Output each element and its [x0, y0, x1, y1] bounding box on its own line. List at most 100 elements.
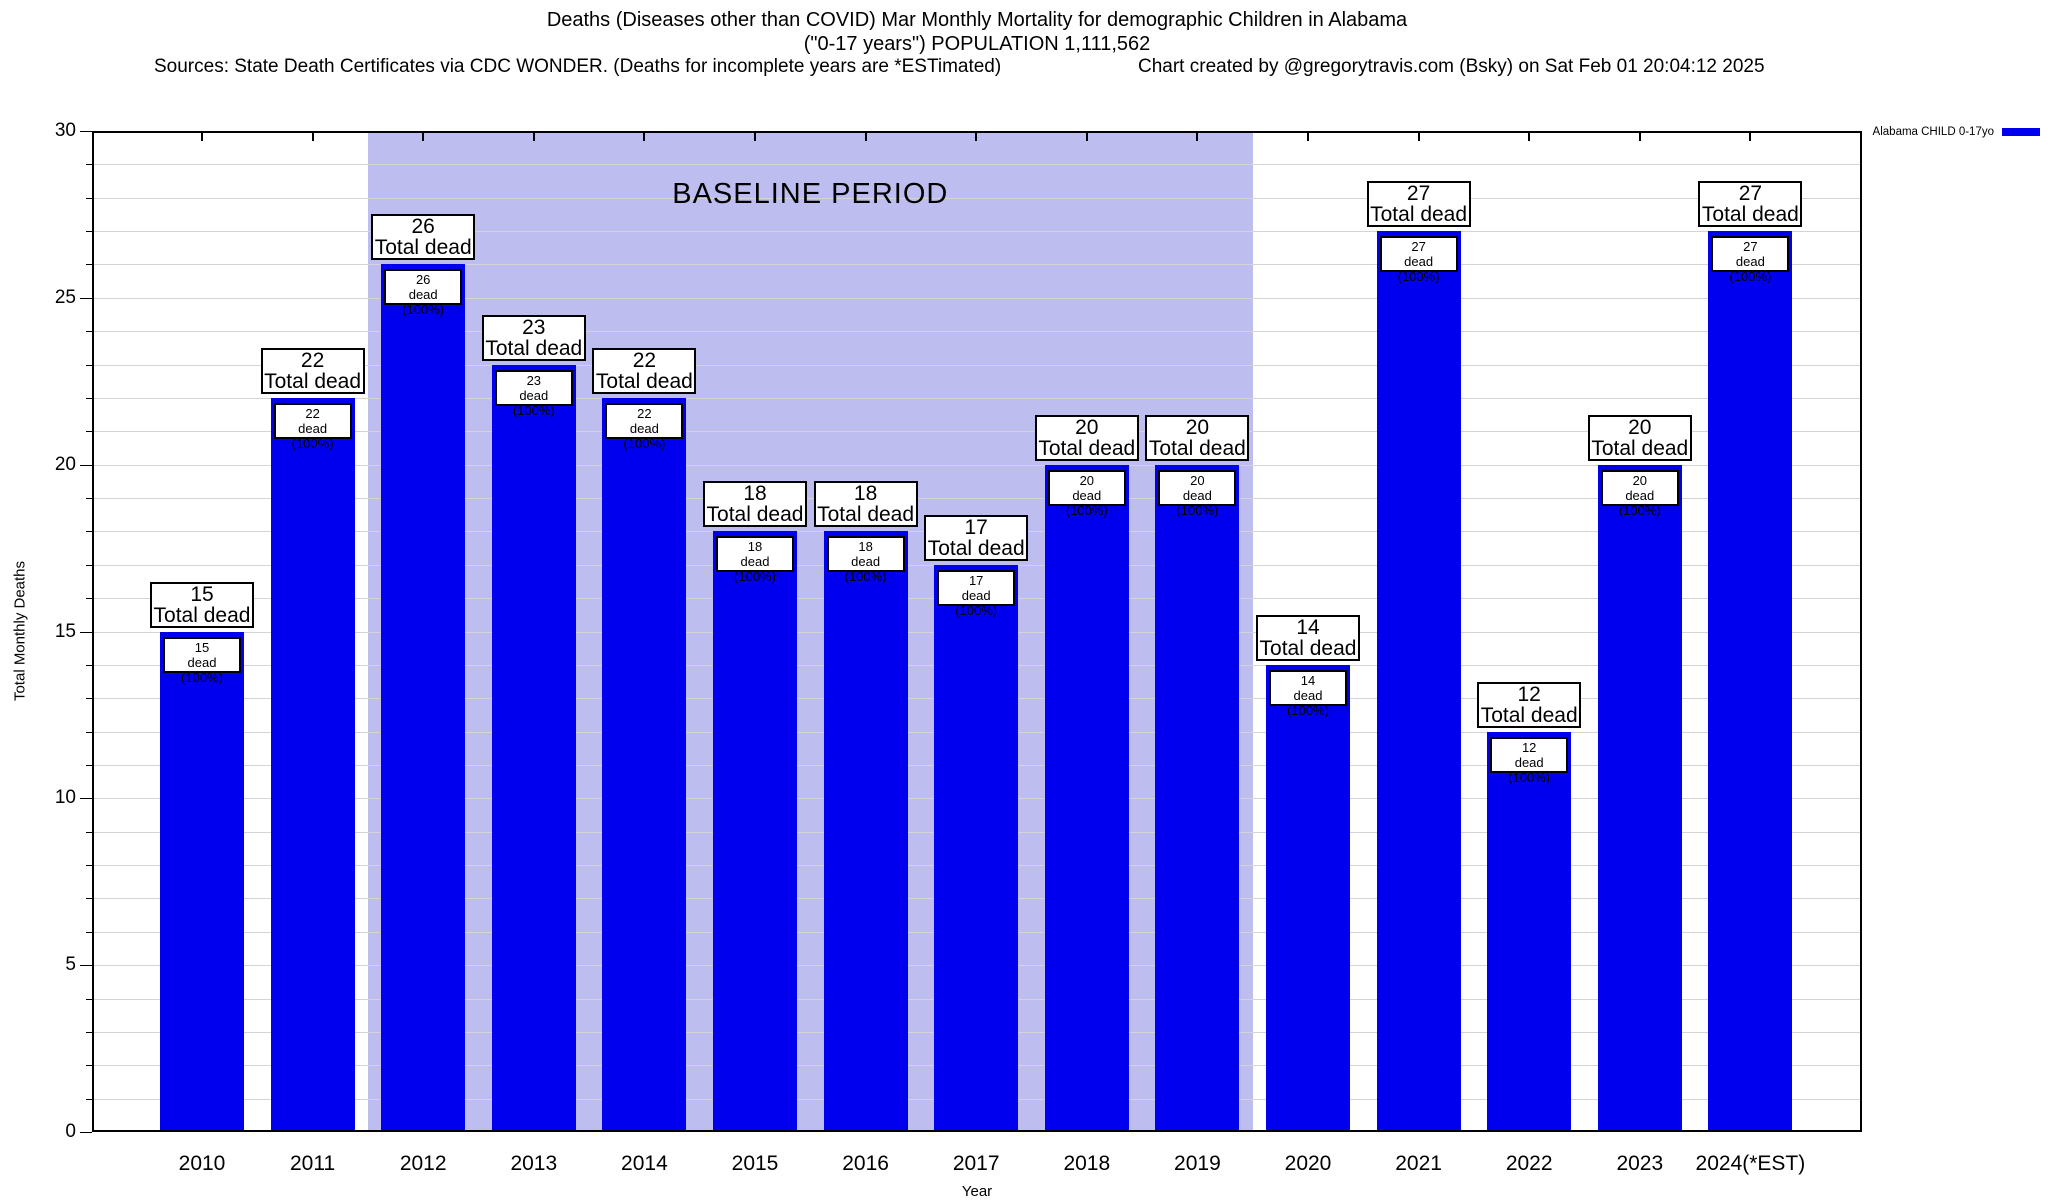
gridline — [94, 431, 1860, 433]
x-tick-label-2014: 2014 — [621, 1152, 668, 1175]
total-dead-label-2014: 22 Total dead — [592, 348, 697, 394]
x-tick — [975, 133, 978, 141]
x-tick — [422, 133, 425, 141]
sources-note: Sources: State Death Certificates via CD… — [154, 56, 1002, 77]
x-tick-label-2013: 2013 — [510, 1152, 558, 1175]
gridline — [94, 464, 1860, 466]
x-tick-label-2024(*EST): 2024(*EST) — [1695, 1152, 1806, 1175]
y-tick-label-20: 20 — [54, 453, 76, 475]
total-dead-label-2011: 22 Total dead — [260, 348, 365, 394]
credit-note: Chart created by @gregorytravis.com (Bsk… — [1138, 56, 1765, 77]
total-dead-label-2021: 27 Total dead — [1366, 181, 1471, 227]
chart-subtitle: ("0-17 years") POPULATION 1,111,562 — [803, 33, 1151, 55]
bar-2014 — [602, 398, 687, 1130]
legend-label: Alabama CHILD 0-17yo — [1872, 126, 1994, 138]
x-axis-title: Year — [961, 1183, 993, 1200]
in-bar-label-2020: 14 dead (100%) — [1269, 670, 1347, 718]
total-dead-label-2024(*EST): 27 Total dead — [1698, 181, 1803, 227]
y-tick — [86, 197, 92, 199]
total-dead-label-2018: 20 Total dead — [1034, 415, 1139, 461]
y-tick — [86, 331, 92, 333]
y-tick — [86, 531, 92, 533]
gridline — [94, 364, 1860, 366]
x-tick — [1528, 133, 1531, 141]
chart-title: Deaths (Diseases other than COVID) Mar M… — [546, 9, 1408, 31]
y-axis-title: Total Monthly Deaths — [11, 560, 29, 702]
bar-2013 — [491, 365, 576, 1130]
total-dead-label-2017: 17 Total dead — [924, 515, 1029, 561]
y-tick — [86, 431, 92, 433]
gridline — [94, 264, 1860, 266]
x-tick-label-2012: 2012 — [399, 1152, 447, 1175]
bar-2011 — [270, 398, 355, 1130]
x-tick — [1417, 133, 1420, 141]
bar-2020 — [1266, 665, 1350, 1130]
bar-2019 — [1155, 465, 1240, 1130]
total-dead-label-2022: 12 Total dead — [1477, 682, 1582, 728]
bar-2024(*EST) — [1708, 231, 1793, 1130]
in-bar-label-2016: 18 dead (100%) — [826, 536, 905, 584]
y-tick — [86, 598, 92, 600]
y-tick-label-10: 10 — [54, 787, 76, 809]
y-tick — [86, 731, 92, 733]
y-tick — [80, 464, 92, 466]
total-dead-label-2023: 20 Total dead — [1587, 415, 1692, 461]
legend-color-swatch — [2002, 128, 2040, 136]
in-bar-label-2022: 12 dead (100%) — [1490, 737, 1569, 785]
y-tick — [86, 865, 92, 867]
y-tick-label-25: 25 — [54, 286, 76, 308]
x-tick-label-2011: 2011 — [290, 1152, 336, 1175]
total-dead-label-2015: 18 Total dead — [703, 481, 807, 527]
x-tick — [1085, 133, 1088, 141]
y-tick — [80, 965, 92, 967]
gridline — [94, 231, 1860, 233]
gridline — [94, 297, 1860, 299]
y-tick — [86, 498, 92, 500]
bar-2010 — [160, 632, 244, 1130]
y-tick — [86, 164, 92, 166]
total-dead-label-2010: 15 Total dead — [150, 582, 254, 628]
y-tick — [86, 1098, 92, 1100]
x-tick-label-2021: 2021 — [1395, 1152, 1442, 1175]
x-tick — [1196, 133, 1199, 141]
in-bar-label-2018: 20 dead (100%) — [1047, 470, 1126, 518]
in-bar-label-2021: 27 dead (100%) — [1379, 236, 1458, 284]
gridline — [94, 498, 1860, 500]
bar-2022 — [1487, 732, 1572, 1130]
y-tick — [86, 698, 92, 700]
y-tick — [86, 1031, 92, 1033]
x-tick — [864, 133, 867, 141]
in-bar-label-2017: 17 dead (100%) — [937, 570, 1016, 618]
total-dead-label-2020: 14 Total dead — [1256, 615, 1360, 661]
y-tick — [86, 564, 92, 566]
x-tick — [1307, 133, 1309, 141]
y-tick — [86, 998, 92, 1000]
bar-2012 — [381, 264, 466, 1130]
y-tick-label-15: 15 — [54, 620, 76, 642]
y-tick — [80, 1132, 92, 1133]
x-tick-label-2019: 2019 — [1174, 1152, 1221, 1175]
gridline — [94, 397, 1860, 399]
x-tick — [1638, 133, 1641, 141]
bar-2023 — [1597, 465, 1682, 1130]
x-tick — [1749, 133, 1752, 141]
bar-2021 — [1376, 231, 1461, 1130]
total-dead-label-2016: 18 Total dead — [813, 481, 918, 527]
x-tick-label-2018: 2018 — [1063, 1152, 1111, 1175]
y-tick-label-0: 0 — [65, 1121, 76, 1142]
x-tick-label-2020: 2020 — [1284, 1152, 1332, 1175]
gridline — [94, 164, 1860, 166]
x-tick-label-2015: 2015 — [731, 1152, 779, 1175]
y-tick — [80, 297, 92, 299]
y-tick — [86, 1065, 92, 1067]
y-tick — [86, 664, 92, 666]
legend: Alabama CHILD 0-17yo — [1873, 126, 2040, 138]
in-bar-label-2013: 23 dead (100%) — [494, 370, 573, 418]
x-tick — [311, 133, 314, 141]
x-tick — [643, 133, 646, 141]
bar-2018 — [1044, 465, 1129, 1130]
in-bar-label-2015: 18 dead (100%) — [716, 536, 794, 584]
in-bar-label-2011: 22 dead (100%) — [273, 403, 352, 451]
gridline — [94, 197, 1860, 199]
